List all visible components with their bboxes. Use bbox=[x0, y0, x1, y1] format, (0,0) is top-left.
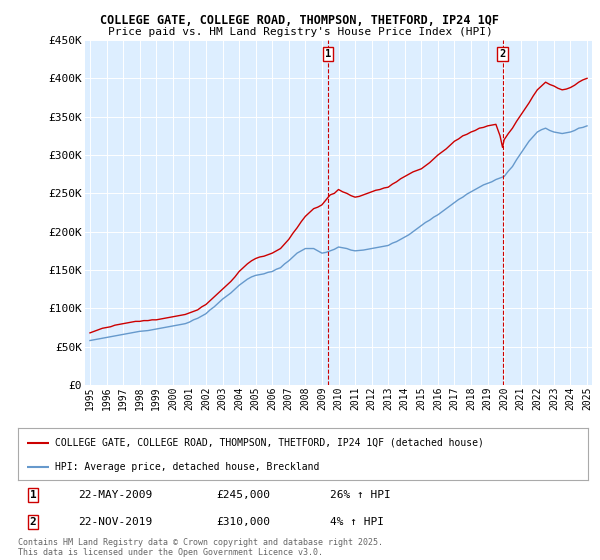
Text: 4% ↑ HPI: 4% ↑ HPI bbox=[330, 517, 384, 527]
Text: 1: 1 bbox=[29, 490, 37, 500]
Text: 2: 2 bbox=[29, 517, 37, 527]
Text: 26% ↑ HPI: 26% ↑ HPI bbox=[330, 490, 391, 500]
Text: Contains HM Land Registry data © Crown copyright and database right 2025.
This d: Contains HM Land Registry data © Crown c… bbox=[18, 538, 383, 557]
Text: COLLEGE GATE, COLLEGE ROAD, THOMPSON, THETFORD, IP24 1QF: COLLEGE GATE, COLLEGE ROAD, THOMPSON, TH… bbox=[101, 14, 499, 27]
Text: £245,000: £245,000 bbox=[216, 490, 270, 500]
Text: HPI: Average price, detached house, Breckland: HPI: Average price, detached house, Brec… bbox=[55, 462, 319, 472]
Text: COLLEGE GATE, COLLEGE ROAD, THOMPSON, THETFORD, IP24 1QF (detached house): COLLEGE GATE, COLLEGE ROAD, THOMPSON, TH… bbox=[55, 437, 484, 447]
Text: 22-MAY-2009: 22-MAY-2009 bbox=[78, 490, 152, 500]
Text: £310,000: £310,000 bbox=[216, 517, 270, 527]
Text: 22-NOV-2019: 22-NOV-2019 bbox=[78, 517, 152, 527]
Text: 1: 1 bbox=[325, 49, 331, 59]
Text: Price paid vs. HM Land Registry's House Price Index (HPI): Price paid vs. HM Land Registry's House … bbox=[107, 27, 493, 37]
Text: 2: 2 bbox=[499, 49, 506, 59]
